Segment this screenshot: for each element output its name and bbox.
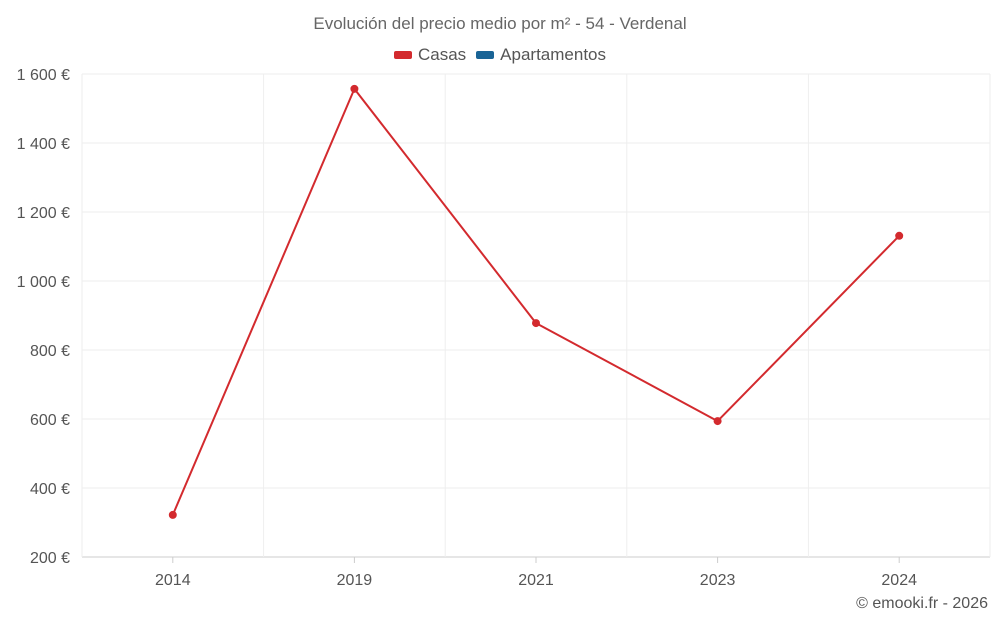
y-tick-label: 1 600 € xyxy=(17,67,70,84)
y-tick-label: 1 200 € xyxy=(17,205,70,222)
legend-label-apartamentos: Apartamentos xyxy=(500,45,607,64)
data-point[interactable] xyxy=(532,319,540,328)
x-tick-label: 2014 xyxy=(155,572,191,589)
legend-label-casas: Casas xyxy=(417,45,467,64)
y-tick-label: 400 € xyxy=(30,481,70,498)
chart-title: Evolución del precio medio por m² - 54 -… xyxy=(313,14,687,33)
y-tick-label: 1 400 € xyxy=(17,136,70,153)
y-tick-label: 200 € xyxy=(30,550,70,567)
x-tick-label: 2023 xyxy=(700,572,736,589)
x-tick-label: 2019 xyxy=(337,572,373,589)
x-tick-label: 2021 xyxy=(518,572,554,589)
y-tick-label: 800 € xyxy=(30,343,70,360)
y-tick-label: 1 000 € xyxy=(17,274,70,291)
legend-swatch-apartamentos xyxy=(476,51,495,59)
data-point[interactable] xyxy=(895,231,904,240)
data-point[interactable] xyxy=(713,417,722,426)
copyright-footer: © emooki.fr - 2026 xyxy=(856,595,988,612)
legend-item-casas[interactable]: Casas xyxy=(393,45,467,65)
data-point[interactable] xyxy=(350,84,359,93)
data-point[interactable] xyxy=(168,510,177,519)
legend: Casas Apartamentos xyxy=(0,45,1000,65)
legend-item-apartamentos[interactable]: Apartamentos xyxy=(476,45,606,65)
legend-swatch-casas xyxy=(393,51,412,59)
y-tick-label: 600 € xyxy=(30,412,70,429)
x-tick-label: 2024 xyxy=(881,572,917,589)
series-line-casas xyxy=(171,87,900,516)
